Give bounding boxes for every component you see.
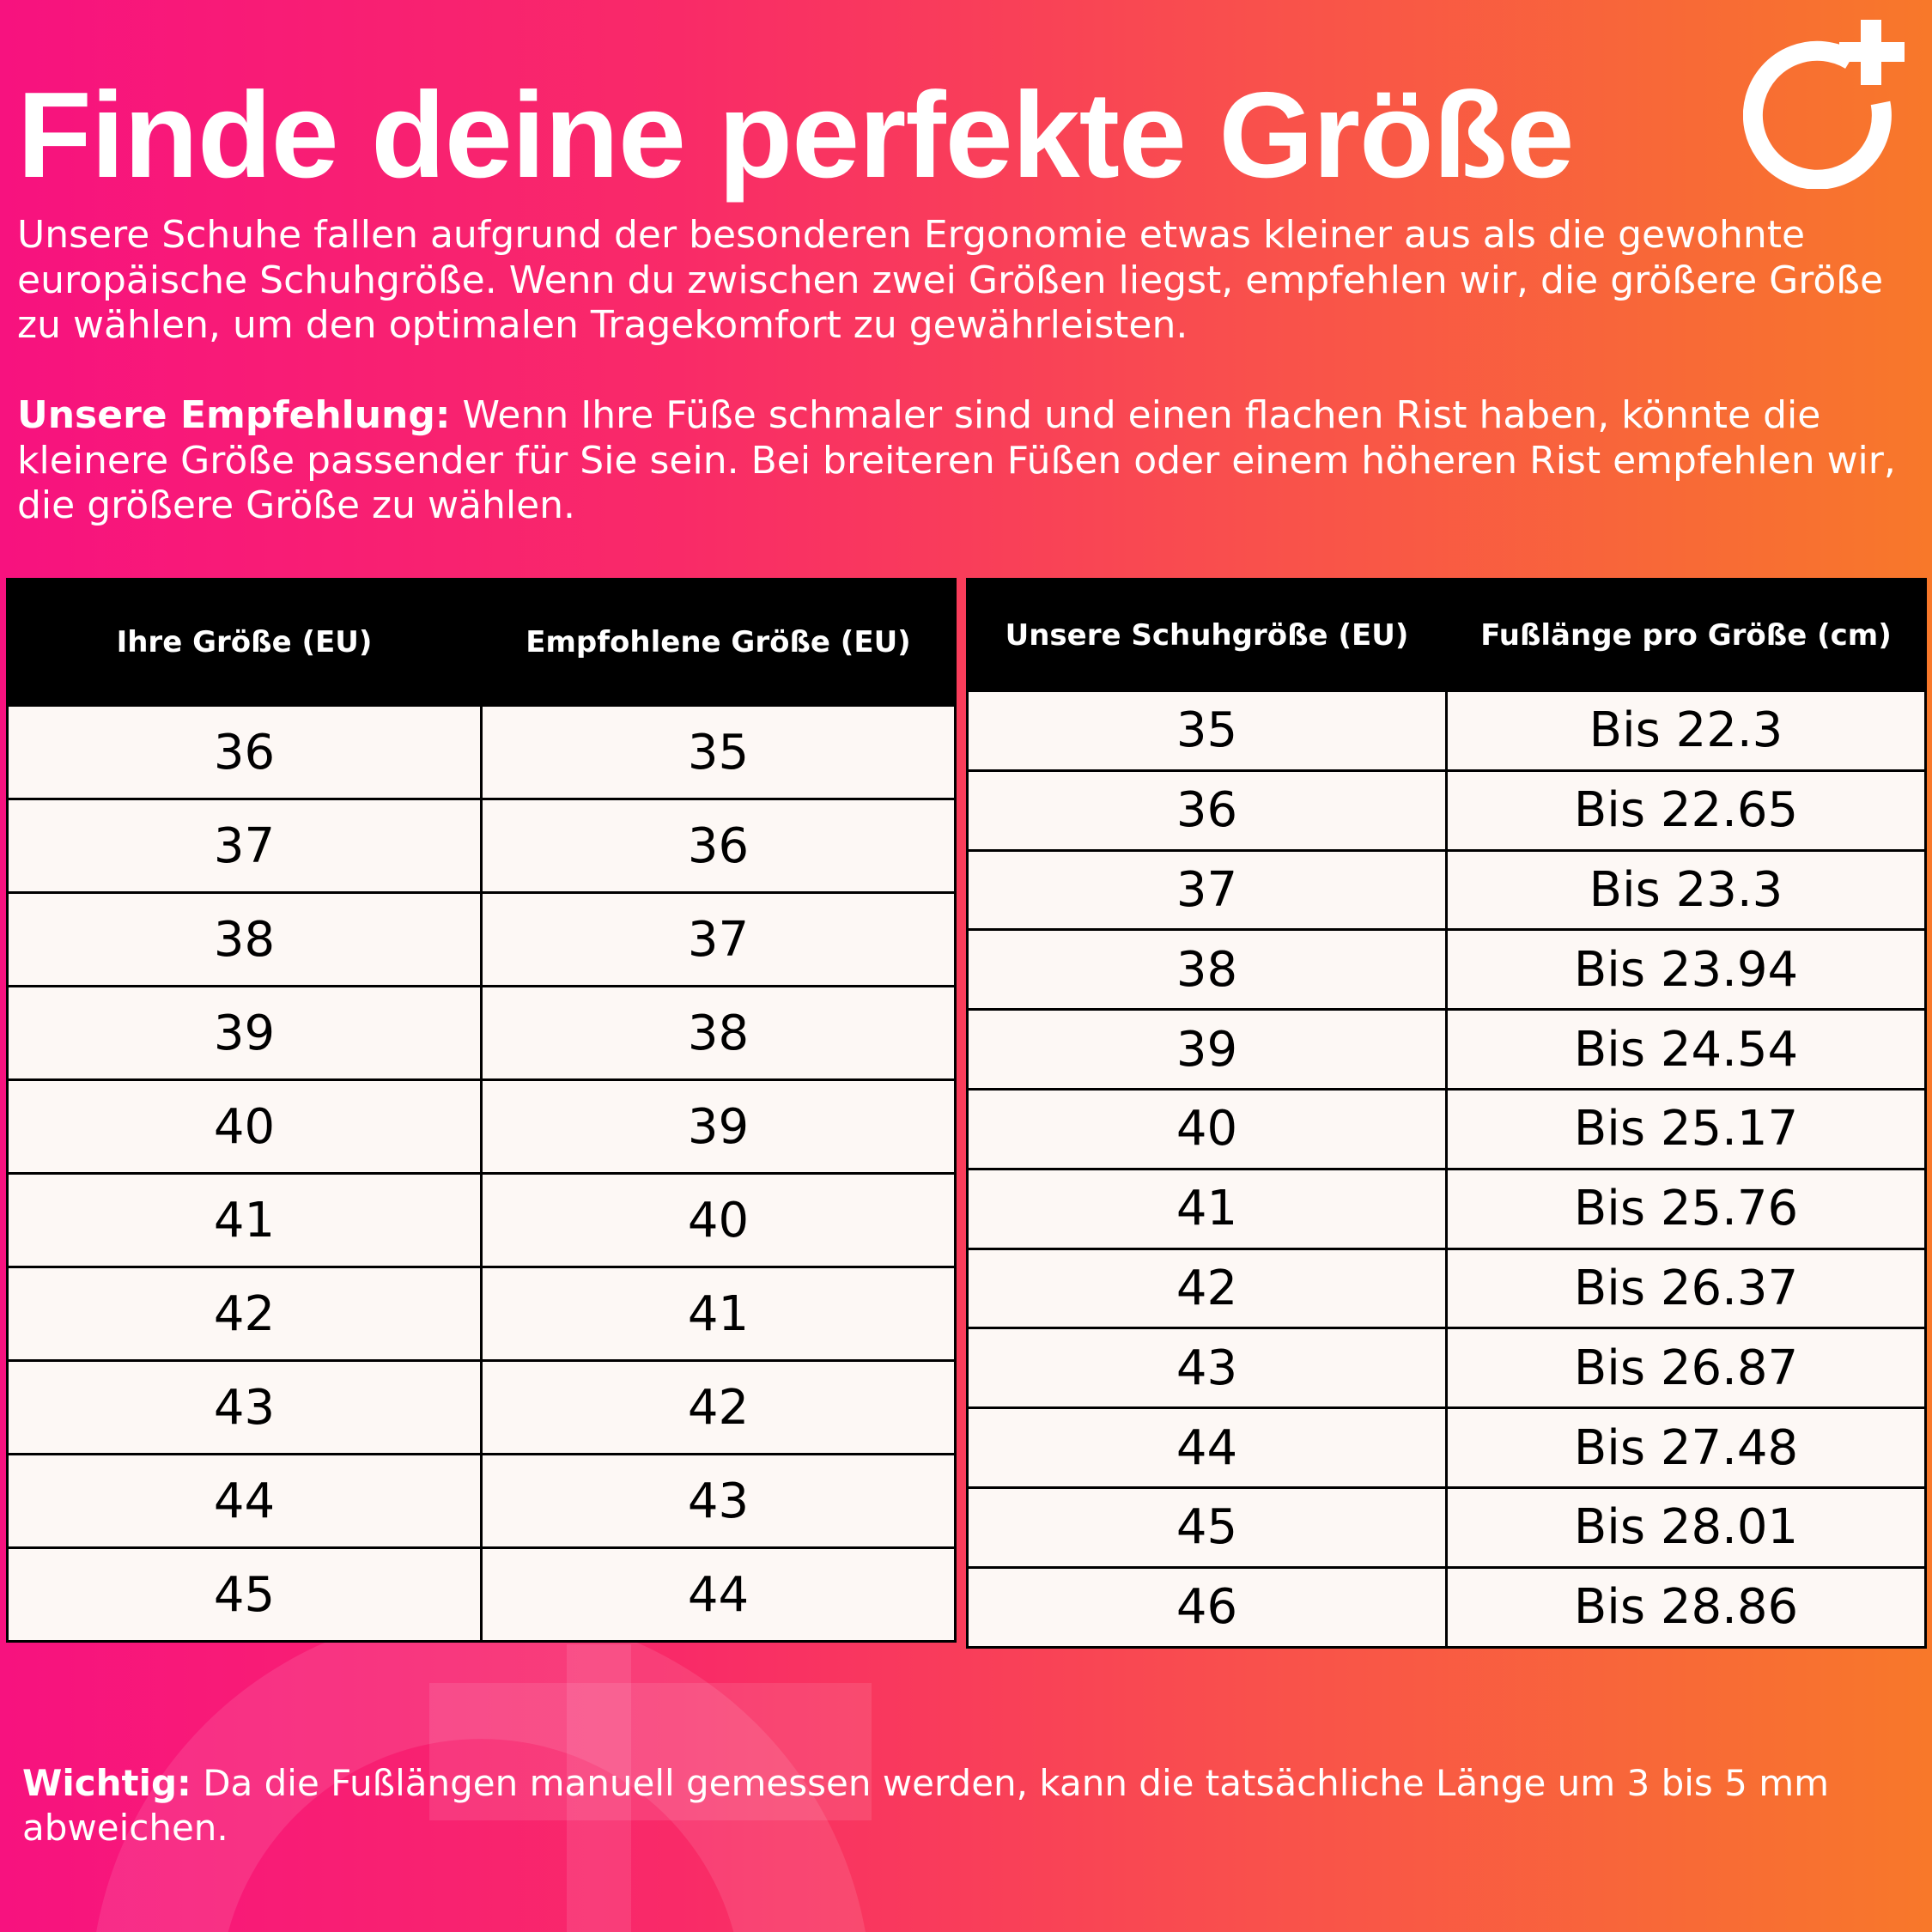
- table-cell: Bis 25.17: [1445, 1087, 1927, 1170]
- table-cell: 44: [6, 1453, 483, 1549]
- table-cell: 35: [480, 704, 957, 800]
- table-cell: Bis 23.94: [1445, 928, 1927, 1012]
- table-cell: Bis 28.01: [1445, 1485, 1927, 1569]
- recommendation-text: Unsere Empfehlung: Wenn Ihre Füße schmal…: [17, 393, 1919, 529]
- table-cell: Bis 22.3: [1445, 690, 1927, 772]
- table-cell: 38: [966, 928, 1448, 1012]
- table-row: 37 36: [6, 798, 957, 894]
- table-cell: 36: [966, 769, 1448, 852]
- table-cell: 44: [966, 1406, 1448, 1489]
- table-cell: 42: [966, 1247, 1448, 1330]
- table-cell: Bis 26.37: [1445, 1247, 1927, 1330]
- table-row: 38 37: [6, 891, 957, 987]
- table-cell: 43: [966, 1327, 1448, 1410]
- table-cell: 38: [480, 985, 957, 1081]
- table-cell: 39: [6, 985, 483, 1081]
- table-cell: 37: [966, 848, 1448, 932]
- intro-text: Unsere Schuhe fallen aufgrund der besond…: [17, 213, 1884, 347]
- footer-body: Da die Fußlängen manuell gemessen werden…: [22, 1762, 1830, 1849]
- page-title: Finde deine perfekte Größe: [17, 67, 1575, 204]
- table-cell: 41: [966, 1167, 1448, 1250]
- table-cell: 35: [966, 690, 1448, 772]
- table-row: 45 Bis 28.01: [966, 1485, 1927, 1569]
- table-row: 42 Bis 26.37: [966, 1247, 1927, 1330]
- table-row: 45 44: [6, 1546, 957, 1643]
- table-row: 36 Bis 22.65: [966, 769, 1927, 852]
- header-foot-length: Fußlänge pro Größe (cm): [1445, 578, 1927, 692]
- table-cell: 39: [966, 1008, 1448, 1091]
- table-row: 37 Bis 23.3: [966, 848, 1927, 932]
- table-cell: 43: [480, 1453, 957, 1549]
- table-row: 39 Bis 24.54: [966, 1008, 1927, 1091]
- table-row: 40 Bis 25.17: [966, 1087, 1927, 1170]
- footer-label: Wichtig:: [22, 1762, 191, 1804]
- table-row: 35 Bis 22.3: [966, 690, 1927, 772]
- table-cell: Bis 24.54: [1445, 1008, 1927, 1091]
- foot-length-table: Unsere Schuhgröße (EU) Fußlänge pro Größ…: [966, 578, 1927, 1649]
- table-cell: Bis 22.65: [1445, 769, 1927, 852]
- header-recommended-size: Empfohlene Größe (EU): [480, 578, 957, 707]
- table-cell: 40: [966, 1087, 1448, 1170]
- table-cell: 40: [6, 1078, 483, 1175]
- table-cell: 43: [6, 1359, 483, 1455]
- recommendation-body: Wenn Ihre Füße schmaler sind und einen f…: [17, 393, 1896, 527]
- table-cell: 36: [480, 798, 957, 894]
- table-cell: 38: [6, 891, 483, 987]
- table-row: 38 Bis 23.94: [966, 928, 1927, 1012]
- table-cell: 37: [6, 798, 483, 894]
- table-row: 41 40: [6, 1172, 957, 1268]
- table-row: 41 Bis 25.76: [966, 1167, 1927, 1250]
- table-cell: Bis 26.87: [1445, 1327, 1927, 1410]
- table-row: 44 Bis 27.48: [966, 1406, 1927, 1489]
- table-cell: 42: [480, 1359, 957, 1455]
- table-row: 43 Bis 26.87: [966, 1327, 1927, 1410]
- table-cell: 40: [480, 1172, 957, 1268]
- table-cell: Bis 28.86: [1445, 1565, 1927, 1649]
- size-conversion-table: Ihre Größe (EU) Empfohlene Größe (EU) 36…: [6, 578, 957, 1643]
- recommendation-label: Unsere Empfehlung:: [17, 393, 451, 437]
- table-cell: 44: [480, 1546, 957, 1643]
- table-cell: 46: [966, 1565, 1448, 1649]
- table-cell: Bis 25.76: [1445, 1167, 1927, 1250]
- table-cell: 36: [6, 704, 483, 800]
- ring-plus-logo-icon: [1743, 20, 1905, 189]
- table-cell: Bis 23.3: [1445, 848, 1927, 932]
- footer-note: Wichtig: Da die Fußlängen manuell gemess…: [22, 1761, 1911, 1850]
- table-cell: 39: [480, 1078, 957, 1175]
- header-our-size: Unsere Schuhgröße (EU): [966, 578, 1448, 692]
- table-cell: 45: [6, 1546, 483, 1643]
- table-row: 36 35: [6, 704, 957, 800]
- table-cell: 41: [480, 1266, 957, 1362]
- table-cell: 45: [966, 1485, 1448, 1569]
- table-cell: 37: [480, 891, 957, 987]
- table-row: 40 39: [6, 1078, 957, 1175]
- table-row: 42 41: [6, 1266, 957, 1362]
- table-row: 43 42: [6, 1359, 957, 1455]
- table-row: 39 38: [6, 985, 957, 1081]
- table-row: 44 43: [6, 1453, 957, 1549]
- table-cell: 42: [6, 1266, 483, 1362]
- table-cell: Bis 27.48: [1445, 1406, 1927, 1489]
- table-cell: 41: [6, 1172, 483, 1268]
- table-row: 46 Bis 28.86: [966, 1565, 1927, 1649]
- header-your-size: Ihre Größe (EU): [6, 578, 483, 707]
